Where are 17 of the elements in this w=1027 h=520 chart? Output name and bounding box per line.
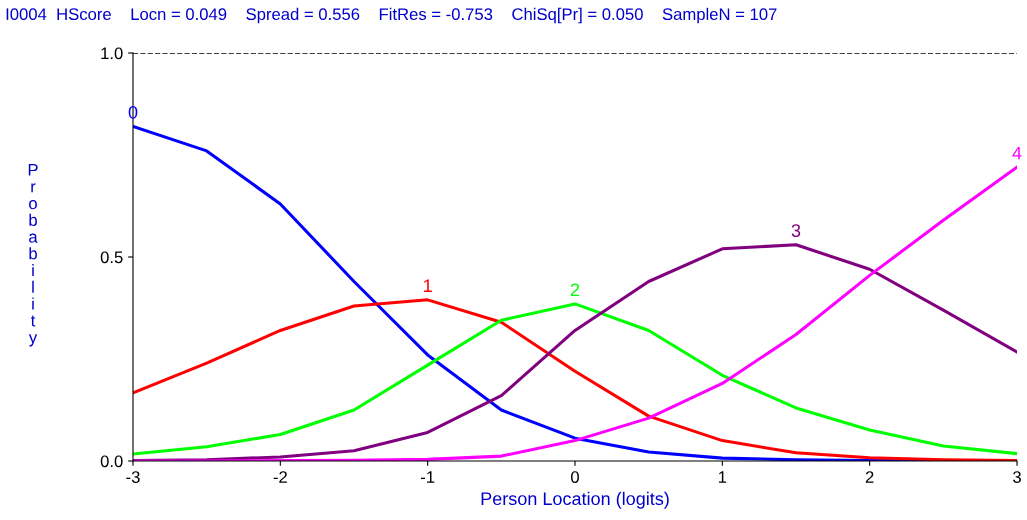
x-tick-label: -3: [126, 471, 140, 483]
x-tick-label: 3: [1013, 471, 1021, 483]
y-tick-label: 1.0: [101, 47, 123, 60]
annotation: 2: [570, 283, 580, 297]
x-tick-label: -2: [273, 471, 287, 483]
text: Probability: [28, 164, 38, 347]
chart-title: I0004 HScore Locn = 0.049 Spread = 0.556 FitRes = -0.753 ChiSq[Pr] = 0.050 SampleN = 107: [6, 7, 777, 24]
y-tick-label: 0.0: [100, 455, 123, 468]
x-tick-label: 2: [865, 471, 874, 483]
annotation: 4: [1012, 146, 1022, 160]
x-tick-label: 0: [571, 471, 579, 483]
x-tick-label: -1: [421, 471, 435, 483]
annotation: 3: [791, 224, 801, 238]
x-axis-title: Person Location (logits): [481, 491, 669, 509]
y-tick-label: 0.5: [100, 251, 123, 264]
x-tick-label: 1: [718, 471, 727, 483]
annotation: 1: [424, 279, 432, 292]
